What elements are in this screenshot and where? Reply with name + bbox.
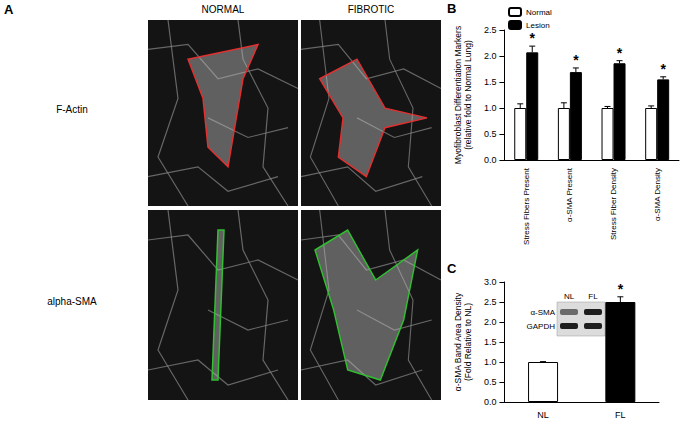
svg-text:2.0: 2.0 [484, 51, 497, 61]
svg-text:(Fold Relative to NL): (Fold Relative to NL) [463, 303, 473, 381]
svg-text:1.0: 1.0 [484, 357, 497, 367]
svg-text:FL: FL [588, 292, 598, 301]
svg-text:NORMAL: NORMAL [202, 4, 245, 15]
svg-text:α-SMA Band Area Density: α-SMA Band Area Density [453, 292, 463, 391]
svg-text:GAPDH: GAPDH [527, 322, 556, 331]
svg-text:0.5: 0.5 [484, 377, 497, 387]
svg-text:Myofibroblast Differentiation: Myofibroblast Differentiation Markers [453, 26, 463, 164]
svg-text:1.0: 1.0 [484, 103, 497, 113]
svg-text:2.0: 2.0 [484, 317, 497, 327]
svg-text:FL: FL [615, 410, 626, 420]
svg-text:α-SMA Present: α-SMA Present [565, 167, 574, 222]
svg-text:*: * [573, 52, 579, 68]
svg-text:α-SMA: α-SMA [530, 308, 555, 317]
svg-text:*: * [618, 281, 624, 297]
svg-text:*: * [660, 61, 666, 77]
svg-text:C: C [447, 261, 457, 276]
svg-text:B: B [447, 1, 456, 16]
svg-text:*: * [530, 30, 536, 46]
svg-text:Normal: Normal [526, 8, 552, 17]
svg-text:1.5: 1.5 [484, 77, 497, 87]
svg-text:α-SMA Density: α-SMA Density [653, 168, 662, 221]
svg-text:FIBROTIC: FIBROTIC [348, 4, 395, 15]
svg-text:0.0: 0.0 [484, 155, 497, 165]
svg-text:F-Actin: F-Actin [56, 104, 88, 115]
svg-text:3.0: 3.0 [484, 277, 497, 287]
svg-text:Stress Fiber Density: Stress Fiber Density [609, 168, 618, 240]
svg-text:1.5: 1.5 [484, 337, 497, 347]
svg-text:alpha-SMA: alpha-SMA [47, 296, 97, 307]
svg-text:0.0: 0.0 [484, 397, 497, 407]
svg-text:NL: NL [564, 292, 575, 301]
svg-text:A: A [4, 2, 14, 17]
svg-text:NL: NL [537, 410, 549, 420]
svg-text:(relative fold to Normal Lung): (relative fold to Normal Lung) [463, 40, 473, 150]
svg-text:Lesion: Lesion [526, 21, 550, 30]
svg-text:2.5: 2.5 [484, 297, 497, 307]
svg-text:0.5: 0.5 [484, 129, 497, 139]
svg-text:Stress Fibers Present: Stress Fibers Present [522, 167, 531, 245]
svg-text:2.5: 2.5 [484, 25, 497, 35]
svg-text:*: * [617, 45, 623, 61]
